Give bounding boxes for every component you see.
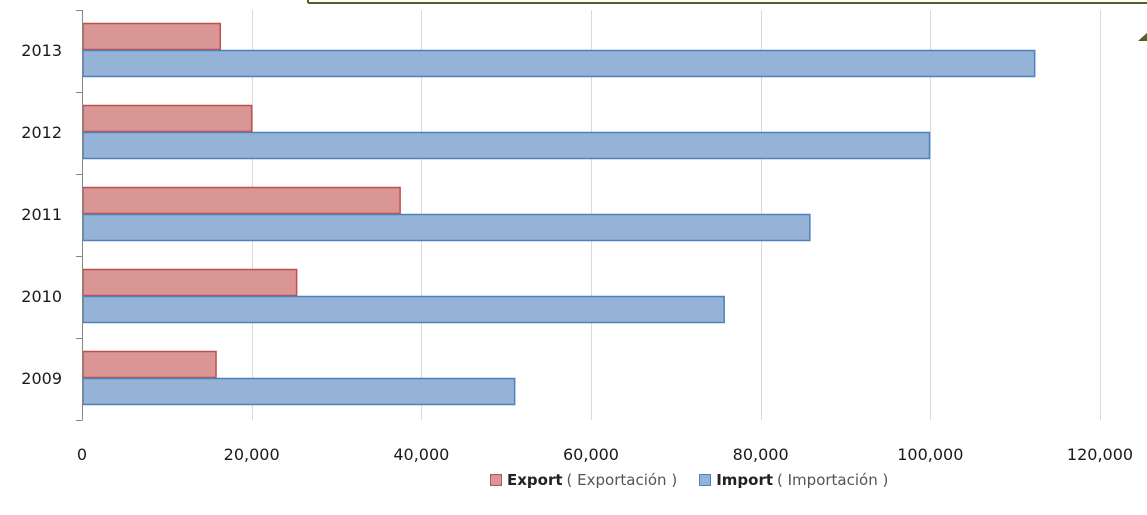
y-category-label-2010: 2010 xyxy=(21,287,62,306)
y-category-label-2009: 2009 xyxy=(21,369,62,388)
x-tick-label-2: 40,000 xyxy=(393,445,449,464)
legend-swatch-import xyxy=(699,474,712,486)
bar-import-2011 xyxy=(82,213,811,242)
bar-export-2011 xyxy=(82,186,401,215)
legend-sublabel-export: ( Exportación ) xyxy=(566,471,678,489)
x-tick-label-3: 60,000 xyxy=(563,445,619,464)
y-category-label-2011: 2011 xyxy=(21,205,62,224)
bar-import-2012 xyxy=(82,131,931,160)
bar-import-2013 xyxy=(82,49,1036,78)
bar-export-2013 xyxy=(82,22,222,51)
legend-label-export: Export xyxy=(507,471,563,489)
x-tick-label-6: 120,000 xyxy=(1067,445,1133,464)
legend-item-export: Export ( Exportación ) xyxy=(490,471,677,489)
x-tick-label-1: 20,000 xyxy=(224,445,280,464)
bar-import-2010 xyxy=(82,295,725,324)
arrow-icon xyxy=(1138,33,1147,41)
bar-export-2010 xyxy=(82,268,298,297)
legend-sublabel-import: ( Importación ) xyxy=(777,471,889,489)
bars-layer xyxy=(82,22,1036,406)
y-category-label-2013: 2013 xyxy=(21,41,62,60)
bar-export-2012 xyxy=(82,104,253,133)
legend: Export ( Exportación ) Import ( Importac… xyxy=(490,469,910,491)
x-tick-label-0: 0 xyxy=(77,445,87,464)
x-tick-label-4: 80,000 xyxy=(733,445,789,464)
x-tick-label-5: 100,000 xyxy=(897,445,963,464)
legend-label-import: Import xyxy=(716,471,774,489)
y-category-label-2012: 2012 xyxy=(21,123,62,142)
legend-swatch-export xyxy=(490,474,502,486)
axis-layer xyxy=(76,10,83,421)
legend-item-import: Import ( Importación ) xyxy=(699,471,888,489)
bar-import-2009 xyxy=(82,377,516,406)
labels-layer: 0 20,000 40,000 60,000 80,000 100,000 120,000 2… xyxy=(21,41,1133,464)
bar-export-2009 xyxy=(82,350,217,379)
